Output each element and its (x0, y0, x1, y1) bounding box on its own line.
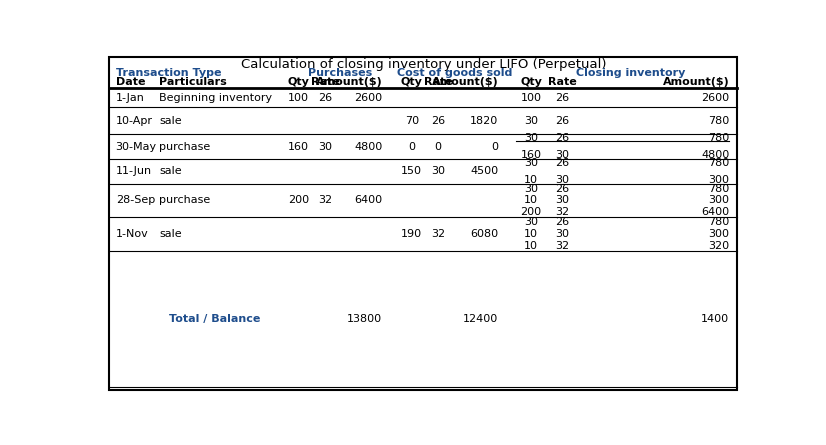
Text: 150: 150 (401, 166, 422, 176)
Text: 6400: 6400 (701, 207, 729, 217)
Text: Transaction Type: Transaction Type (116, 69, 221, 78)
Text: 30: 30 (524, 133, 538, 143)
Text: 11-Jun: 11-Jun (116, 166, 152, 176)
Text: 30: 30 (555, 195, 569, 206)
Text: 780: 780 (708, 133, 729, 143)
Text: Beginning inventory: Beginning inventory (159, 93, 273, 103)
Text: 300: 300 (709, 175, 729, 185)
Text: Closing inventory: Closing inventory (576, 69, 685, 78)
Text: 2600: 2600 (701, 93, 729, 103)
Text: 26: 26 (555, 116, 569, 126)
Text: sale: sale (159, 166, 182, 176)
Text: 4500: 4500 (470, 166, 499, 176)
Text: Rate: Rate (548, 77, 577, 87)
Text: 780: 780 (708, 184, 729, 194)
Text: 28-Sep: 28-Sep (116, 195, 155, 206)
Text: 26: 26 (555, 93, 569, 103)
Text: 26: 26 (318, 93, 332, 103)
Text: purchase: purchase (159, 142, 211, 152)
Text: Rate: Rate (311, 77, 339, 87)
Text: 30: 30 (555, 229, 569, 239)
Text: Total / Balance: Total / Balance (169, 314, 260, 324)
Text: 32: 32 (555, 207, 569, 217)
Text: 32: 32 (431, 229, 445, 239)
Text: Qty: Qty (520, 77, 542, 87)
Text: 100: 100 (520, 93, 542, 103)
Text: 30: 30 (524, 184, 538, 194)
Text: 780: 780 (708, 116, 729, 126)
Text: 30: 30 (431, 166, 445, 176)
Text: 26: 26 (555, 184, 569, 194)
Text: 100: 100 (288, 93, 309, 103)
Text: 10: 10 (524, 175, 538, 185)
Text: Calculation of closing inventory under LIFO (Perpetual): Calculation of closing inventory under L… (240, 58, 606, 72)
Text: 4800: 4800 (354, 142, 382, 152)
Text: 10: 10 (524, 229, 538, 239)
Text: Qty: Qty (287, 77, 310, 87)
Text: 32: 32 (318, 195, 332, 206)
Text: 13800: 13800 (347, 314, 382, 324)
Text: 10: 10 (524, 195, 538, 206)
Text: 26: 26 (555, 133, 569, 143)
Text: 200: 200 (520, 207, 542, 217)
Text: Purchases: Purchases (308, 69, 373, 78)
Text: 0: 0 (408, 142, 415, 152)
Text: Amount($): Amount($) (316, 77, 382, 87)
Text: purchase: purchase (159, 195, 211, 206)
Text: 190: 190 (401, 229, 422, 239)
Text: 70: 70 (405, 116, 419, 126)
Text: 0: 0 (434, 142, 442, 152)
Text: Qty: Qty (401, 77, 423, 87)
Text: Rate: Rate (424, 77, 453, 87)
Text: 1820: 1820 (470, 116, 499, 126)
Text: 1-Jan: 1-Jan (116, 93, 145, 103)
Text: 12400: 12400 (463, 314, 499, 324)
Text: 780: 780 (708, 218, 729, 227)
Text: 30: 30 (524, 116, 538, 126)
Text: 10: 10 (524, 241, 538, 251)
Text: 10-Apr: 10-Apr (116, 116, 153, 126)
Text: 200: 200 (288, 195, 309, 206)
Text: Amount($): Amount($) (432, 77, 499, 87)
Text: 26: 26 (555, 218, 569, 227)
Text: 30: 30 (524, 158, 538, 168)
Text: Date: Date (116, 77, 145, 87)
Text: 300: 300 (709, 229, 729, 239)
Text: sale: sale (159, 229, 182, 239)
Text: 4800: 4800 (701, 150, 729, 160)
Text: 30: 30 (555, 150, 569, 160)
Text: 320: 320 (709, 241, 729, 251)
Text: sale: sale (159, 116, 182, 126)
Text: Cost of goods sold: Cost of goods sold (397, 69, 513, 78)
Text: 160: 160 (520, 150, 542, 160)
Text: 0: 0 (491, 142, 499, 152)
Text: 30: 30 (555, 175, 569, 185)
Text: 2600: 2600 (354, 93, 382, 103)
Text: 1-Nov: 1-Nov (116, 229, 149, 239)
Text: Amount($): Amount($) (662, 77, 729, 87)
Text: 160: 160 (288, 142, 309, 152)
Text: 32: 32 (555, 241, 569, 251)
Text: 30: 30 (524, 218, 538, 227)
Text: 6400: 6400 (354, 195, 382, 206)
Text: 1400: 1400 (701, 314, 729, 324)
Text: 26: 26 (431, 116, 445, 126)
Text: 780: 780 (708, 158, 729, 168)
Text: Particulars: Particulars (159, 77, 227, 87)
Text: 30-May: 30-May (116, 142, 157, 152)
Text: 26: 26 (555, 158, 569, 168)
Text: 300: 300 (709, 195, 729, 206)
Text: 6080: 6080 (470, 229, 499, 239)
Text: 30: 30 (318, 142, 332, 152)
